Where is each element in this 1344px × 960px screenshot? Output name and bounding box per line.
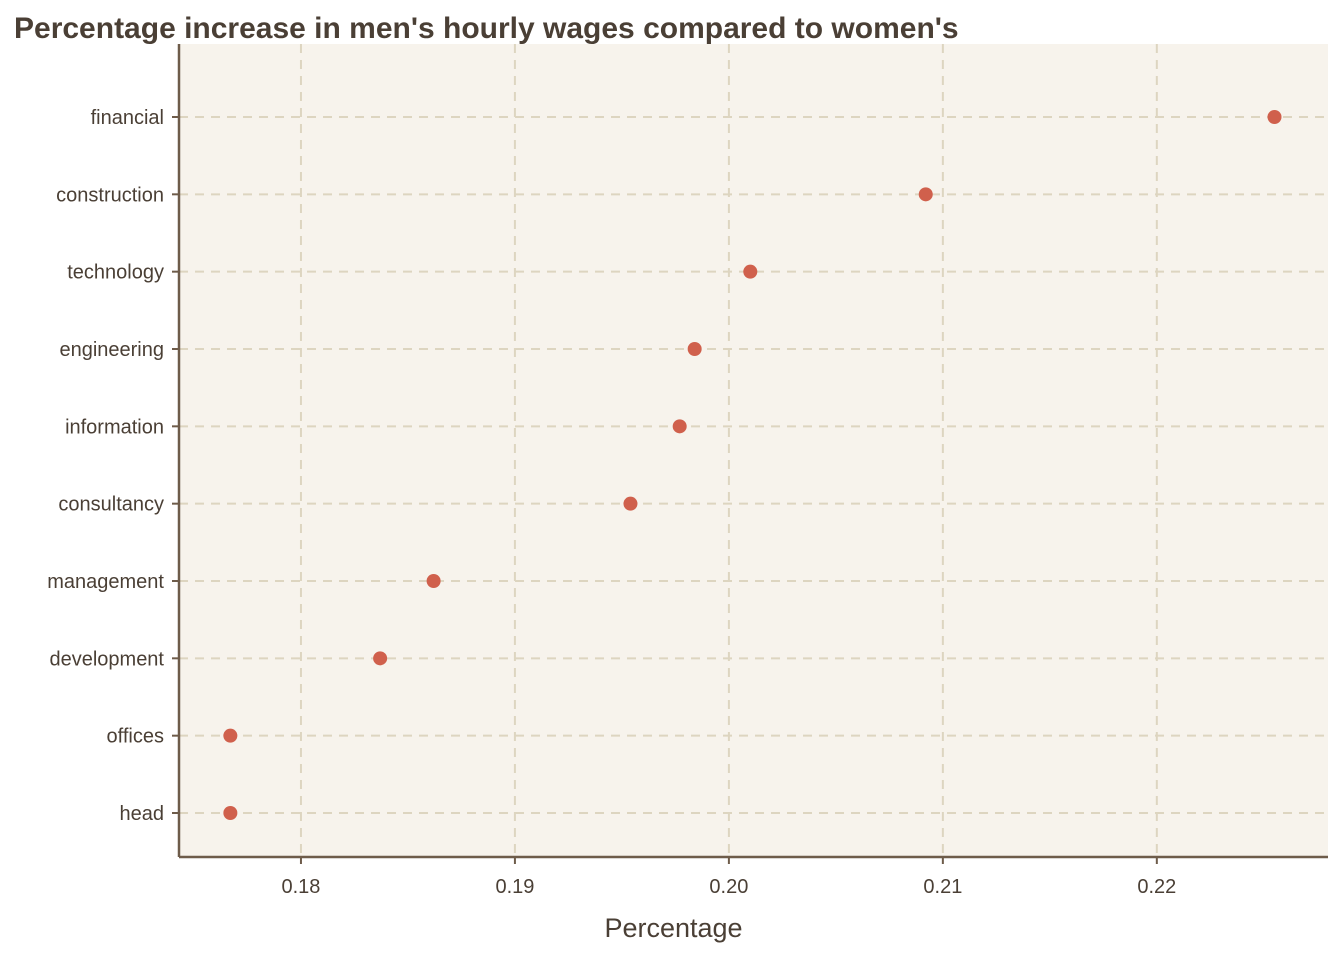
x-axis-label: Percentage xyxy=(604,913,742,943)
data-point-head xyxy=(223,806,238,820)
x-tick-label: 0.22 xyxy=(1137,876,1176,898)
y-tick-label: construction xyxy=(56,184,164,206)
y-tick-label: development xyxy=(49,648,164,670)
data-point-engineering xyxy=(687,342,702,356)
data-point-construction xyxy=(918,187,933,202)
x-tick-label: 0.20 xyxy=(709,876,748,898)
y-tick-label: offices xyxy=(107,726,164,748)
y-tick-label: technology xyxy=(67,262,164,284)
chart-title: Percentage increase in men's hourly wage… xyxy=(14,12,959,45)
y-tick-label: head xyxy=(120,803,165,825)
data-point-development xyxy=(373,651,388,666)
x-tick-label: 0.18 xyxy=(281,876,320,898)
data-point-offices xyxy=(223,728,238,743)
y-tick-label: consultancy xyxy=(58,494,164,516)
x-tick-label: 0.19 xyxy=(495,876,534,898)
y-tick-label: financial xyxy=(91,107,164,129)
y-tick-label: engineering xyxy=(59,339,164,361)
y-tick-label: information xyxy=(65,416,164,438)
data-point-management xyxy=(426,574,441,588)
data-point-information xyxy=(672,419,687,434)
data-point-technology xyxy=(743,264,758,279)
data-point-financial xyxy=(1267,110,1282,124)
y-tick-label: management xyxy=(47,571,164,593)
x-tick-label: 0.21 xyxy=(923,876,962,898)
data-point-consultancy xyxy=(623,496,638,511)
plot-background xyxy=(179,44,1328,857)
